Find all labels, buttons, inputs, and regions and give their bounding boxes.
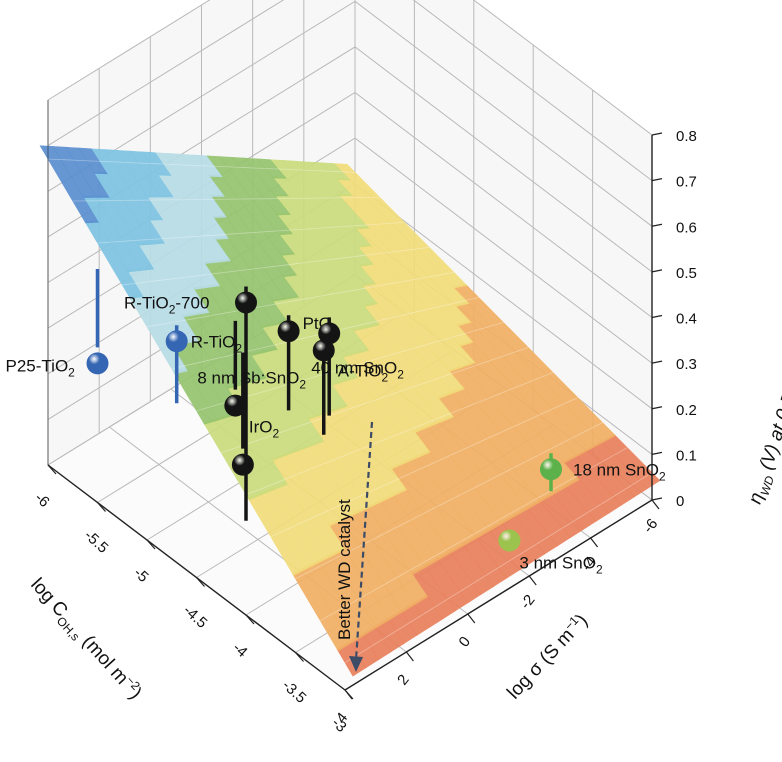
z-axis-title: ηWD (V) at 0.5 A cm−2 xyxy=(743,333,782,508)
data-sphere xyxy=(224,394,247,417)
z-tick-label: 0.1 xyxy=(676,447,697,464)
z-tick-mark xyxy=(651,406,663,410)
data-label: R-TiO2-700 xyxy=(124,294,209,317)
surface-mesh-line xyxy=(344,472,653,663)
data-point: 18 nm SnO2 xyxy=(540,453,666,492)
y-tick-label: 2 xyxy=(394,671,413,688)
data-label: 3 nm SnO2 xyxy=(519,554,603,577)
data-point: 3 nm SnO2 xyxy=(498,529,603,577)
data-label: P25-TiO2 xyxy=(6,356,76,379)
data-label: 40 nm SnO2 xyxy=(311,358,404,381)
y-tick-mark xyxy=(528,575,537,586)
surface-mesh-line xyxy=(47,158,356,173)
surface-mesh-line xyxy=(122,247,430,286)
z-tick-label: 0.3 xyxy=(676,356,697,373)
surface-mesh-line xyxy=(295,422,603,580)
data-sphere xyxy=(318,322,341,345)
z-tick-mark xyxy=(651,132,663,136)
data-sphere xyxy=(165,330,188,353)
data-label: 8 nm Sb:SnO2 xyxy=(197,369,306,392)
x-tick-mark xyxy=(146,539,156,550)
z-tick-label: 0 xyxy=(676,493,684,510)
surface-patch xyxy=(39,145,99,224)
data-point: R-TiO2 xyxy=(165,325,243,404)
x-tick-label: -5.5 xyxy=(81,527,112,557)
x-tick-mark xyxy=(196,577,205,587)
z-tick-mark xyxy=(651,497,663,501)
z-tick-label: 0.2 xyxy=(676,402,697,419)
data-sphere xyxy=(86,352,109,375)
x-axis-title: log COH,s (mol m−2) xyxy=(24,573,147,706)
z-tick-label: 0.4 xyxy=(676,311,697,328)
x-tick-mark xyxy=(295,652,304,662)
x-tick-mark xyxy=(245,614,255,625)
data-point: 8 nm Sb:SnO2 xyxy=(197,320,306,417)
z-tick-label: 0.6 xyxy=(676,219,697,236)
surface-mesh-line xyxy=(320,447,628,622)
annotation-label: Better WD catalyst xyxy=(335,499,354,640)
data-point: P25-TiO2 xyxy=(6,269,109,379)
z-tick-mark xyxy=(651,360,663,364)
data-label: A-TiO2 xyxy=(338,361,389,384)
data-sphere xyxy=(235,291,257,314)
y-axis-title: log σ (S m−1) xyxy=(502,609,592,704)
surface-mesh-line xyxy=(72,197,380,202)
data-sphere xyxy=(540,458,562,481)
x-tick-label: -6 xyxy=(31,489,52,511)
z-tick-label: 0.8 xyxy=(676,128,697,145)
z-tick-mark xyxy=(651,269,663,273)
z-tick-mark xyxy=(651,223,663,227)
y-tick-mark xyxy=(590,537,599,548)
x-tick-label: -5 xyxy=(130,564,151,586)
z-tick-label: 0.7 xyxy=(676,174,697,191)
surface-mesh-line xyxy=(245,372,554,496)
data-point: IrO2 xyxy=(231,352,280,476)
x-tick-label: -4 xyxy=(229,639,250,661)
y-axis-line xyxy=(344,499,653,691)
y-tick-label: -2 xyxy=(517,591,539,612)
z-tick-mark xyxy=(651,314,663,319)
surface-mesh-line xyxy=(221,347,529,454)
data-point: 40 nm SnO2 xyxy=(311,317,404,416)
x-tick-label: -3.5 xyxy=(279,677,310,707)
surface-mesh-line xyxy=(270,397,578,538)
better-wd-arrow: Better WD catalyst xyxy=(335,421,374,672)
data-sphere xyxy=(498,529,521,552)
y-tick-mark xyxy=(405,651,414,662)
y-tick-label: -6 xyxy=(640,515,662,536)
x-tick-mark xyxy=(97,502,106,512)
data-sphere xyxy=(231,453,254,476)
y-tick-mark xyxy=(651,499,660,510)
z-tick-label: 0.5 xyxy=(676,265,697,282)
z-tick-mark xyxy=(651,451,663,455)
y-tick-mark xyxy=(467,613,476,624)
x-tick-label: -4.5 xyxy=(180,602,211,632)
data-label: R-TiO2 xyxy=(191,332,243,355)
arrow-head xyxy=(349,656,363,672)
y-tick-mark xyxy=(344,689,353,700)
z-tick-mark xyxy=(651,178,663,182)
y-tick-label: 0 xyxy=(456,633,475,650)
data-label: 18 nm SnO2 xyxy=(573,460,666,483)
data-label: IrO2 xyxy=(249,418,280,441)
surface-mesh-line xyxy=(146,272,455,328)
data-sphere xyxy=(277,320,300,343)
surface-mesh-line xyxy=(97,222,405,244)
x-tick-mark xyxy=(47,464,57,475)
